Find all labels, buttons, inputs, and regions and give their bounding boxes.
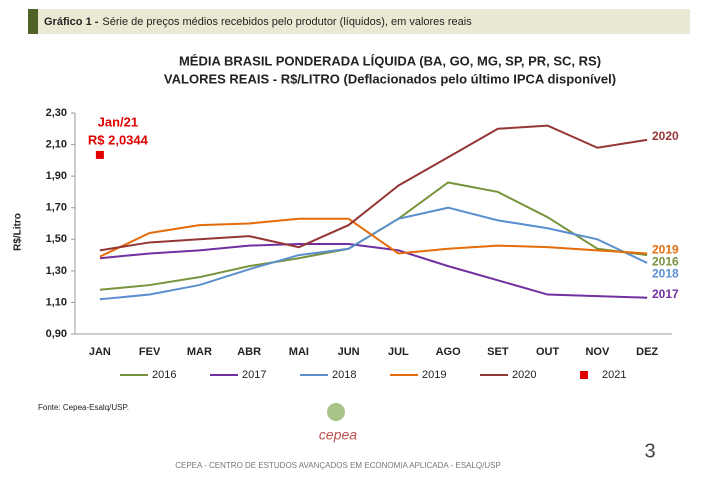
page-number: 3 xyxy=(644,440,655,462)
value-label: R$ 2,0344 xyxy=(88,132,149,147)
legend-label: 2021 xyxy=(602,369,626,381)
y-tick-label: 0,90 xyxy=(46,328,67,340)
x-tick-label: MAI xyxy=(289,346,309,358)
series-line xyxy=(99,217,648,258)
series-line xyxy=(99,206,648,301)
x-tick-label: MAR xyxy=(187,346,212,358)
legend-label: 2019 xyxy=(422,369,446,381)
x-tick-label: SET xyxy=(487,346,509,358)
y-tick-label: 1,70 xyxy=(46,202,67,214)
x-tick-label: FEV xyxy=(139,346,161,358)
series-line xyxy=(99,124,648,252)
logo: cepea xyxy=(319,427,357,443)
header-label-text: Gráfico 1 - xyxy=(44,16,99,28)
end-label: 2020 xyxy=(652,129,679,143)
x-tick-label: AGO xyxy=(436,346,462,358)
chart-subtitle: VALORES REAIS - R$/LITRO (Deflacionados … xyxy=(164,71,616,86)
legend-label: 2016 xyxy=(152,369,176,381)
header-text: Série de preços médios recebidos pelo pr… xyxy=(102,16,472,28)
x-tick-label: DEZ xyxy=(636,346,658,358)
y-tick-label: 1,30 xyxy=(46,265,67,277)
legend-marker xyxy=(580,371,588,379)
x-tick-label: OUT xyxy=(536,346,560,358)
x-tick-label: JAN xyxy=(89,346,111,358)
chart-title: MÉDIA BRASIL PONDERADA LÍQUIDA (BA, GO, … xyxy=(179,53,601,68)
x-tick-label: NOV xyxy=(585,346,610,358)
legend-label: 2020 xyxy=(512,369,536,381)
logo-icon xyxy=(327,403,345,421)
header-label: Gráfico 1 - Série de preços médios recebi… xyxy=(44,16,472,28)
x-tick-label: JUN xyxy=(338,346,360,358)
x-tick-label: ABR xyxy=(237,346,261,358)
header-bar xyxy=(28,9,690,34)
y-tick-label: 1,50 xyxy=(46,233,67,245)
legend-label: 2017 xyxy=(242,369,266,381)
point xyxy=(95,150,104,159)
end-label: 2017 xyxy=(652,287,679,301)
footer: CEPEA - CENTRO DE ESTUDOS AVANÇADOS EM E… xyxy=(175,461,501,470)
end-label: 2016 xyxy=(652,255,679,269)
y-tick-label: 1,10 xyxy=(46,296,67,308)
y-tick-label: 2,30 xyxy=(46,107,67,119)
end-label: 2018 xyxy=(652,267,679,281)
x-tick-label: JUL xyxy=(388,346,409,358)
annotation: Jan/21 xyxy=(98,114,138,129)
source: Fonte: Cepea-Esalq/USP. xyxy=(38,403,129,412)
header-accent xyxy=(28,9,38,34)
y-axis-label: R$/Litro xyxy=(13,213,24,251)
legend-label: 2018 xyxy=(332,369,356,381)
series-line xyxy=(99,243,648,299)
end-label: 2019 xyxy=(652,243,679,257)
y-tick-label: 2,10 xyxy=(46,138,67,150)
y-tick-label: 1,90 xyxy=(46,170,67,182)
